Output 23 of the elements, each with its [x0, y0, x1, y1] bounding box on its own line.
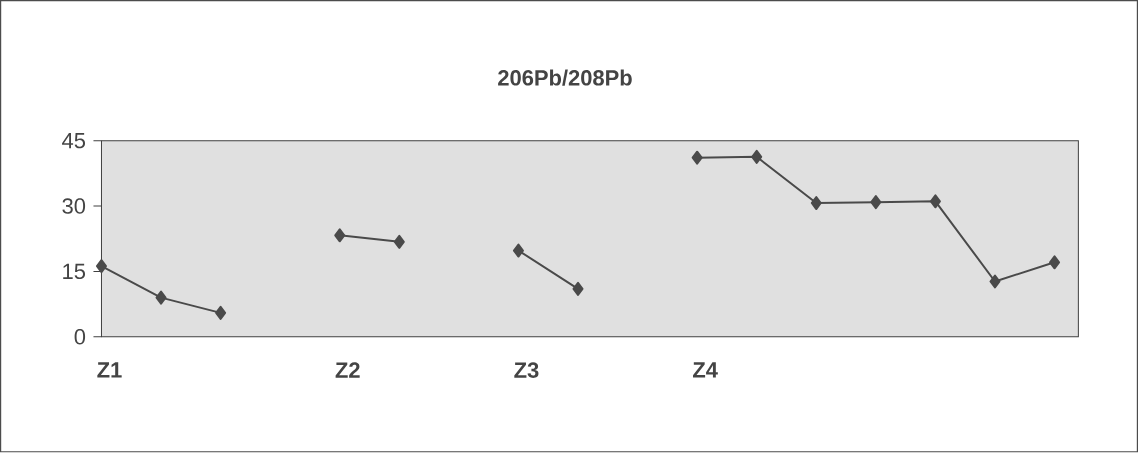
point [95, 259, 107, 274]
point [512, 243, 524, 258]
point [393, 235, 405, 250]
y-tick-label: 45 [62, 133, 86, 149]
point [870, 195, 882, 210]
point [691, 150, 703, 165]
point [215, 306, 227, 321]
y-tick-label: 15 [63, 264, 86, 280]
y-tick-label: 30 [62, 198, 86, 215]
x-tick-label: Z1 [97, 362, 122, 378]
point [810, 196, 822, 211]
point [572, 282, 584, 297]
point [334, 228, 346, 243]
x-tick-label: Z2 [335, 362, 360, 378]
point [1049, 255, 1061, 270]
y-tick-label: 0 [74, 329, 86, 345]
point [989, 274, 1001, 289]
x-tick-label: Z4 [693, 362, 718, 378]
point [751, 150, 763, 165]
x-tick-label: Z3 [514, 362, 539, 379]
point [155, 290, 167, 305]
point [929, 194, 941, 209]
chart-title: 206Pb/208Pb [498, 69, 632, 87]
